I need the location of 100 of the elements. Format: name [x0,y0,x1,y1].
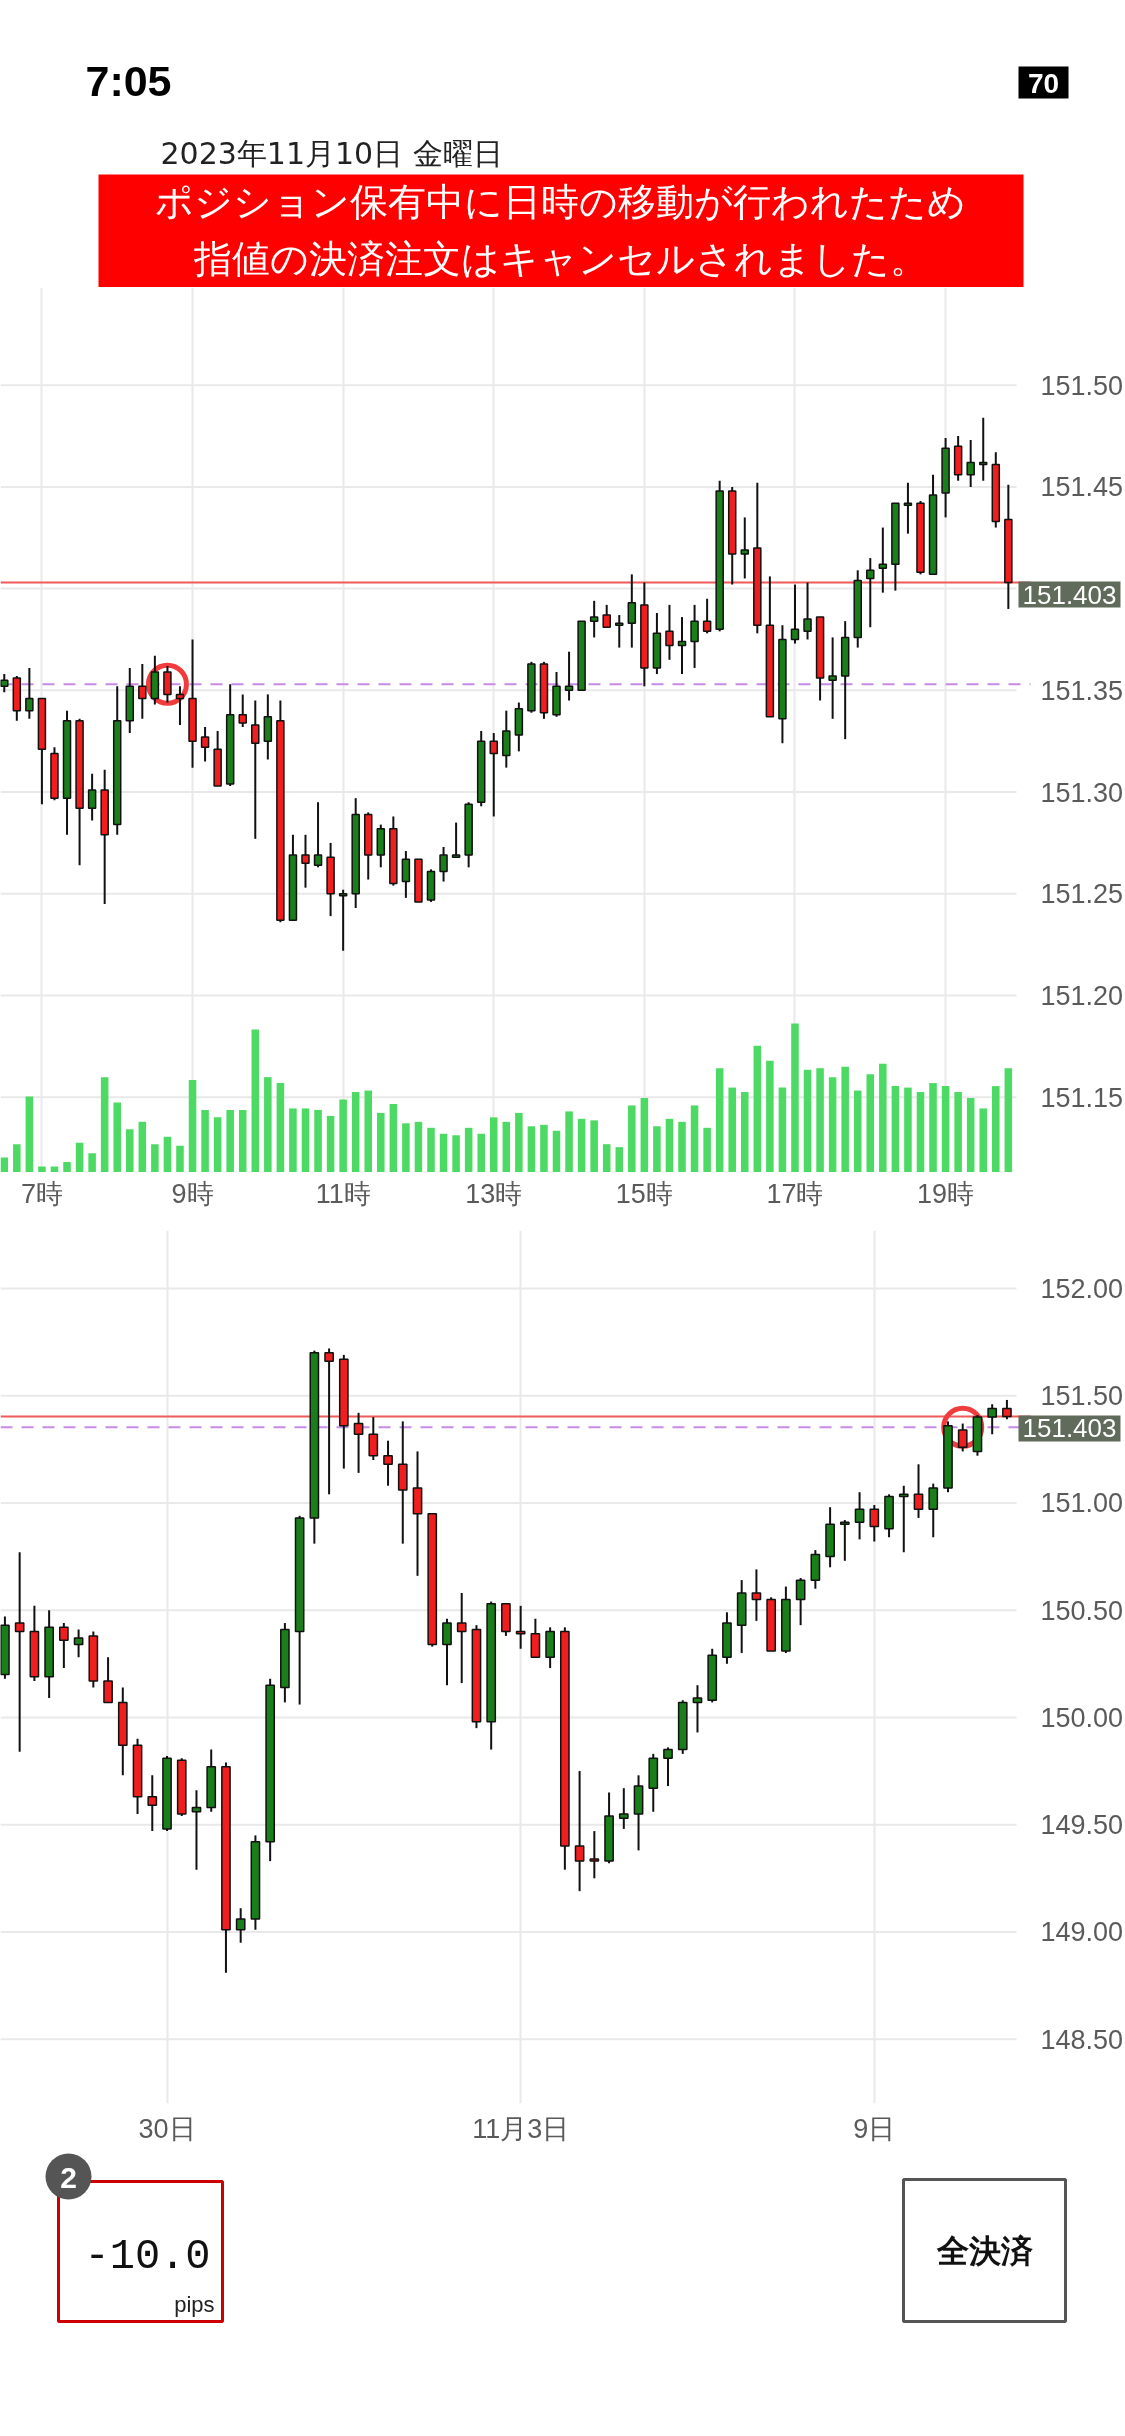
bar [803,1069,812,1172]
ref-line-label: 151.403 [1022,1413,1117,1444]
x-tick-label: 9時 [171,1178,214,1209]
bar [602,1144,611,1172]
ref-line-label: 151.403 [1022,579,1117,610]
bar [577,1118,586,1172]
candlestick [147,1774,158,1833]
text: 指値の決済注文はキャンセルされました。 [192,237,928,281]
candlestick [898,1484,909,1554]
bar [753,1045,762,1172]
bar [778,1087,787,1172]
y-tick-label: 149.50 [1040,1810,1124,1841]
candlestick [928,1482,939,1539]
bar [916,1092,925,1172]
bar [389,1103,398,1172]
bar [653,1126,661,1172]
y-tick-label: 151.20 [1040,981,1124,1011]
candlestick [903,481,913,535]
candlestick [803,581,812,641]
bar [126,1129,134,1172]
text: pips [174,2291,215,2317]
y-tick-label: 148.50 [1040,2024,1124,2055]
candlestick [14,1551,25,1753]
candlestick [839,1519,850,1562]
candlestick [530,1617,541,1659]
candlestick [692,1684,703,1734]
x-tick-label: 17時 [766,1178,824,1209]
candlestick [301,833,310,889]
candlestick [869,1504,880,1543]
x-tick-label: 7時 [20,1178,63,1209]
bar [351,1092,360,1172]
bar [364,1090,373,1172]
bar [402,1123,410,1172]
bar [966,1098,975,1172]
candlestick [338,888,348,952]
bar [728,1087,736,1172]
candlestick [163,664,172,704]
bar [452,1135,460,1172]
text: 全決済 [935,2231,1033,2270]
bar [176,1145,184,1172]
candlestick [866,557,875,629]
y-tick-label: 151.25 [1040,879,1124,910]
candlestick [913,1463,924,1519]
bar [540,1124,548,1172]
chart-title: 2023年11月10日 金曜日 [160,135,503,171]
candlestick [87,772,97,822]
text: ポジション保有中に日時の移動が行われたため [155,180,966,224]
bar [301,1108,310,1172]
bar [377,1112,385,1172]
candlestick [368,1416,379,1462]
y-tick-label: 151.30 [1040,777,1124,808]
text: 70 [1027,68,1060,99]
candlestick [751,1568,762,1622]
bar [992,1086,1000,1172]
candlestick [439,845,448,883]
bar [703,1127,711,1172]
bar [88,1153,96,1172]
candlestick [957,1422,968,1453]
bar [741,1092,749,1172]
bar [201,1109,209,1172]
bar [527,1126,536,1172]
candlestick [58,1622,69,1670]
bar [502,1121,511,1172]
bar [163,1136,172,1172]
bar [552,1130,561,1172]
y-tick-label: 152.00 [1040,1273,1124,1304]
candlestick [251,699,260,840]
x-tick-label: 11時 [315,1178,371,1209]
bar [138,1121,147,1172]
candlestick [966,439,975,488]
bar [489,1117,498,1172]
y-tick-label: 151.45 [1040,472,1124,503]
bar [276,1083,285,1172]
x-tick-label: 15時 [615,1178,673,1209]
bar [414,1121,423,1172]
bar [464,1127,473,1172]
bar [515,1112,523,1172]
bar [879,1063,887,1172]
bar [63,1162,71,1172]
bar [326,1115,335,1172]
bar [929,1083,937,1172]
x-tick-label: 9日 [853,2113,896,2144]
candlestick [589,1830,600,1880]
bar [226,1109,234,1172]
candlestick [574,1770,585,1893]
candlestick [401,850,411,899]
bar [314,1109,322,1172]
bar [151,1144,159,1172]
bar [75,1142,84,1172]
candlestick [665,603,674,661]
bar [904,1087,912,1172]
candlestick [702,597,712,635]
bar [1004,1068,1013,1172]
candlestick [854,1491,865,1541]
bar [213,1117,222,1172]
candlestick [589,599,599,639]
candlestick [828,636,837,720]
candlestick [313,801,323,869]
bar [289,1108,297,1172]
candlestick [795,1576,806,1627]
